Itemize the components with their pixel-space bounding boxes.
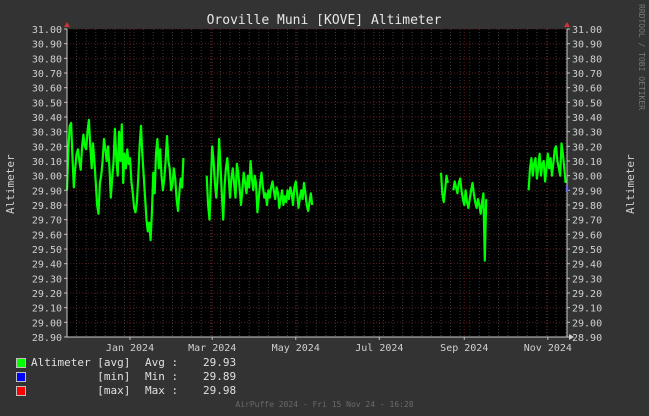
y-tick-label: 28.90 — [32, 333, 62, 344]
series-line — [439, 172, 449, 204]
legend-stat-value: 29.93 — [203, 356, 237, 369]
series-line — [452, 177, 488, 262]
legend-label: Altimeter [avg] — [31, 356, 131, 369]
legend-stat-name: Max : — [145, 384, 179, 397]
legend-label: [min] — [31, 370, 131, 383]
y-tick-label-right: 30.70 — [572, 69, 602, 80]
legend-row: Altimeter [avg] Avg : 29.93 — [16, 356, 236, 370]
y-tick-label: 30.70 — [32, 69, 62, 80]
y-tick-label-right: 30.00 — [572, 172, 602, 183]
y-tick-label: 29.20 — [32, 289, 62, 300]
y-tick-label-right: 31.00 — [572, 25, 602, 36]
y-tick-label: 30.40 — [32, 113, 62, 124]
y-tick-label-right: 30.90 — [572, 40, 602, 51]
y-tick-label: 30.10 — [32, 157, 62, 168]
y-tick-label-right: 30.20 — [572, 142, 602, 153]
legend-swatch — [16, 386, 26, 396]
y-tick-label-right: 29.80 — [572, 201, 602, 212]
y-tick-label: 30.80 — [32, 54, 62, 65]
footer-timestamp: AirPuffe 2024 - Fri 15 Nov 24 - 16:28 — [235, 400, 414, 409]
legend-row: [min] Min : 29.89 — [16, 370, 236, 384]
y-axis-arrow-right — [564, 22, 570, 27]
y-tick-label: 29.80 — [32, 201, 62, 212]
y-tick-label: 29.40 — [32, 260, 62, 271]
x-axis-arrow — [569, 334, 574, 340]
legend-row: [max] Max : 29.98 — [16, 384, 236, 398]
y-tick-label-right: 29.60 — [572, 230, 602, 241]
y-tick-label-right: 29.10 — [572, 304, 602, 315]
y-tick-label-right: 29.70 — [572, 216, 602, 227]
legend-stat-name: Min : — [145, 370, 179, 383]
y-tick-label: 29.00 — [32, 318, 62, 329]
legend-swatch — [16, 372, 26, 382]
y-tick-label-right: 29.90 — [572, 186, 602, 197]
legend-stat-value: 29.89 — [203, 370, 237, 383]
legend-label: [max] — [31, 384, 131, 397]
y-tick-label: 29.90 — [32, 186, 62, 197]
legend-swatch — [16, 358, 26, 368]
y-axis-label-right: Altimeter — [624, 154, 637, 214]
chart-title: Oroville Muni [KOVE] Altimeter — [207, 13, 442, 28]
y-tick-label-right: 29.50 — [572, 245, 602, 256]
y-tick-label-right: 30.40 — [572, 113, 602, 124]
y-tick-label: 30.00 — [32, 172, 62, 183]
y-tick-label: 30.30 — [32, 128, 62, 139]
y-tick-label-right: 29.30 — [572, 274, 602, 285]
y-tick-label-right: 30.60 — [572, 84, 602, 95]
y-tick-label: 29.10 — [32, 304, 62, 315]
y-tick-label: 30.20 — [32, 142, 62, 153]
y-tick-label: 29.60 — [32, 230, 62, 241]
series-line — [65, 118, 185, 242]
y-axis-label-left: Altimeter — [4, 154, 17, 214]
y-tick-label-right: 30.30 — [572, 128, 602, 139]
series-line — [527, 142, 567, 191]
y-tick-label-right: 28.90 — [572, 333, 602, 344]
series-line — [205, 137, 314, 221]
y-tick-label: 29.70 — [32, 216, 62, 227]
y-tick-label: 31.00 — [32, 25, 62, 36]
y-tick-label-right: 30.80 — [572, 54, 602, 65]
x-tick-label: Jan 2024 — [106, 343, 154, 354]
x-tick-label: Jul 2024 — [355, 343, 403, 354]
y-axis-arrow — [64, 22, 70, 27]
x-tick-label: May 2024 — [272, 343, 320, 354]
rrdtool-credit: RRDTOOL / TOBI OETIKER — [637, 4, 646, 110]
y-tick-label-right: 30.10 — [572, 157, 602, 168]
legend-stat-name: Avg : — [145, 356, 179, 369]
y-tick-label-right: 29.20 — [572, 289, 602, 300]
x-tick-label: Nov 2024 — [524, 343, 572, 354]
plot-background — [67, 29, 567, 337]
legend-stat-value: 29.98 — [203, 384, 237, 397]
y-tick-label-right: 29.00 — [572, 318, 602, 329]
y-tick-label-right: 30.50 — [572, 98, 602, 109]
y-tick-label: 30.90 — [32, 40, 62, 51]
y-tick-label: 30.60 — [32, 84, 62, 95]
y-tick-label-right: 29.40 — [572, 260, 602, 271]
x-tick-label: Mar 2024 — [188, 343, 236, 354]
y-tick-label: 29.50 — [32, 245, 62, 256]
x-tick-label: Sep 2024 — [440, 343, 488, 354]
y-tick-label: 30.50 — [32, 98, 62, 109]
y-tick-label: 29.30 — [32, 274, 62, 285]
